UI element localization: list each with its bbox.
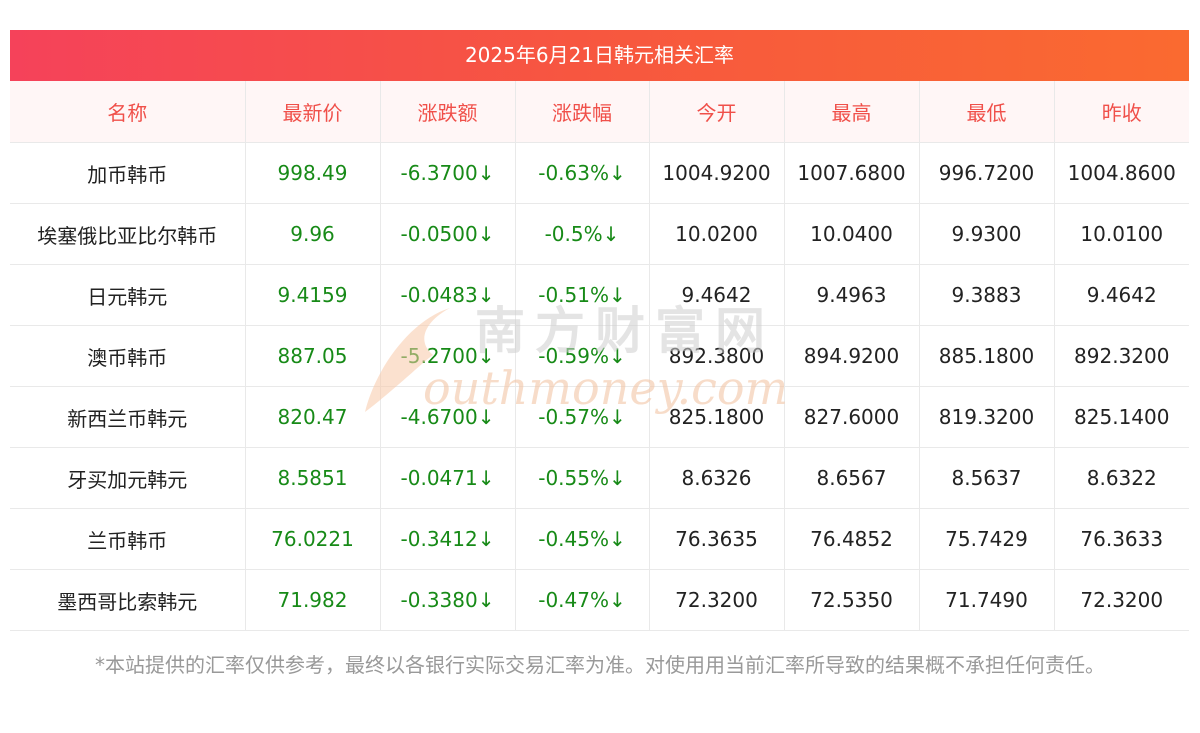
col-header-latest: 最新价 — [245, 81, 381, 143]
high-price: 10.0400 — [784, 203, 920, 265]
open-price: 825.1800 — [649, 386, 785, 448]
currency-name: 加币韩币 — [10, 142, 246, 204]
col-header-high: 最高 — [784, 81, 920, 143]
low-price: 71.7490 — [919, 569, 1055, 631]
prev-close: 1004.8600 — [1054, 142, 1189, 204]
latest-price: 887.05 — [245, 325, 381, 387]
open-price: 72.3200 — [649, 569, 785, 631]
table-row: 澳币韩币 887.05 -5.2700↓ -0.59%↓ 892.3800 89… — [10, 325, 1189, 387]
table-row: 墨西哥比索韩元 71.982 -0.3380↓ -0.47%↓ 72.3200 … — [10, 569, 1189, 631]
change-amount: -4.6700↓ — [380, 386, 516, 448]
change-amount: -0.3412↓ — [380, 508, 516, 570]
currency-name: 新西兰币韩元 — [10, 386, 246, 448]
change-percent: -0.45%↓ — [515, 508, 650, 570]
open-price: 76.3635 — [649, 508, 785, 570]
col-header-prev: 昨收 — [1054, 81, 1189, 143]
prev-close: 76.3633 — [1054, 508, 1189, 570]
latest-price: 8.5851 — [245, 447, 381, 509]
change-amount: -0.3380↓ — [380, 569, 516, 631]
currency-name: 兰币韩币 — [10, 508, 246, 570]
latest-price: 9.96 — [245, 203, 381, 265]
low-price: 75.7429 — [919, 508, 1055, 570]
change-amount: -0.0483↓ — [380, 264, 516, 326]
prev-close: 8.6322 — [1054, 447, 1189, 509]
change-amount: -6.3700↓ — [380, 142, 516, 204]
change-percent: -0.59%↓ — [515, 325, 650, 387]
open-price: 892.3800 — [649, 325, 785, 387]
col-header-pct: 涨跌幅 — [515, 81, 650, 143]
table-title: 2025年6月21日韩元相关汇率 — [10, 30, 1189, 81]
high-price: 8.6567 — [784, 447, 920, 509]
low-price: 996.7200 — [919, 142, 1055, 204]
latest-price: 998.49 — [245, 142, 381, 204]
high-price: 9.4963 — [784, 264, 920, 326]
disclaimer-footnote: *本站提供的汇率仅供参考，最终以各银行实际交易汇率为准。对使用用当前汇率所导致的… — [95, 653, 1105, 677]
col-header-change: 涨跌额 — [380, 81, 516, 143]
open-price: 9.4642 — [649, 264, 785, 326]
col-header-low: 最低 — [919, 81, 1055, 143]
exchange-rate-table: 名称 最新价 涨跌额 涨跌幅 今开 最高 最低 昨收 加币韩币 998.49 -… — [10, 81, 1189, 631]
prev-close: 9.4642 — [1054, 264, 1189, 326]
table-row: 兰币韩币 76.0221 -0.3412↓ -0.45%↓ 76.3635 76… — [10, 508, 1189, 570]
open-price: 10.0200 — [649, 203, 785, 265]
high-price: 1007.6800 — [784, 142, 920, 204]
latest-price: 76.0221 — [245, 508, 381, 570]
table-row: 日元韩元 9.4159 -0.0483↓ -0.51%↓ 9.4642 9.49… — [10, 264, 1189, 326]
change-percent: -0.51%↓ — [515, 264, 650, 326]
change-amount: -5.2700↓ — [380, 325, 516, 387]
currency-name: 牙买加元韩元 — [10, 447, 246, 509]
table-row: 加币韩币 998.49 -6.3700↓ -0.63%↓ 1004.9200 1… — [10, 142, 1189, 204]
open-price: 1004.9200 — [649, 142, 785, 204]
change-percent: -0.47%↓ — [515, 569, 650, 631]
low-price: 9.3883 — [919, 264, 1055, 326]
prev-close: 825.1400 — [1054, 386, 1189, 448]
col-header-open: 今开 — [649, 81, 785, 143]
table-row: 新西兰币韩元 820.47 -4.6700↓ -0.57%↓ 825.1800 … — [10, 386, 1189, 448]
latest-price: 820.47 — [245, 386, 381, 448]
low-price: 9.9300 — [919, 203, 1055, 265]
low-price: 8.5637 — [919, 447, 1055, 509]
high-price: 894.9200 — [784, 325, 920, 387]
high-price: 827.6000 — [784, 386, 920, 448]
col-header-name: 名称 — [10, 81, 246, 143]
prev-close: 892.3200 — [1054, 325, 1189, 387]
currency-name: 埃塞俄比亚比尔韩币 — [10, 203, 246, 265]
high-price: 76.4852 — [784, 508, 920, 570]
change-percent: -0.63%↓ — [515, 142, 650, 204]
open-price: 8.6326 — [649, 447, 785, 509]
table-row: 牙买加元韩元 8.5851 -0.0471↓ -0.55%↓ 8.6326 8.… — [10, 447, 1189, 509]
change-amount: -0.0500↓ — [380, 203, 516, 265]
change-percent: -0.55%↓ — [515, 447, 650, 509]
latest-price: 71.982 — [245, 569, 381, 631]
low-price: 885.1800 — [919, 325, 1055, 387]
latest-price: 9.4159 — [245, 264, 381, 326]
currency-name: 墨西哥比索韩元 — [10, 569, 246, 631]
currency-name: 日元韩元 — [10, 264, 246, 326]
change-percent: -0.57%↓ — [515, 386, 650, 448]
table-header-row: 名称 最新价 涨跌额 涨跌幅 今开 最高 最低 昨收 — [10, 81, 1189, 143]
change-percent: -0.5%↓ — [515, 203, 650, 265]
low-price: 819.3200 — [919, 386, 1055, 448]
prev-close: 72.3200 — [1054, 569, 1189, 631]
high-price: 72.5350 — [784, 569, 920, 631]
table-row: 埃塞俄比亚比尔韩币 9.96 -0.0500↓ -0.5%↓ 10.0200 1… — [10, 203, 1189, 265]
currency-name: 澳币韩币 — [10, 325, 246, 387]
change-amount: -0.0471↓ — [380, 447, 516, 509]
prev-close: 10.0100 — [1054, 203, 1189, 265]
